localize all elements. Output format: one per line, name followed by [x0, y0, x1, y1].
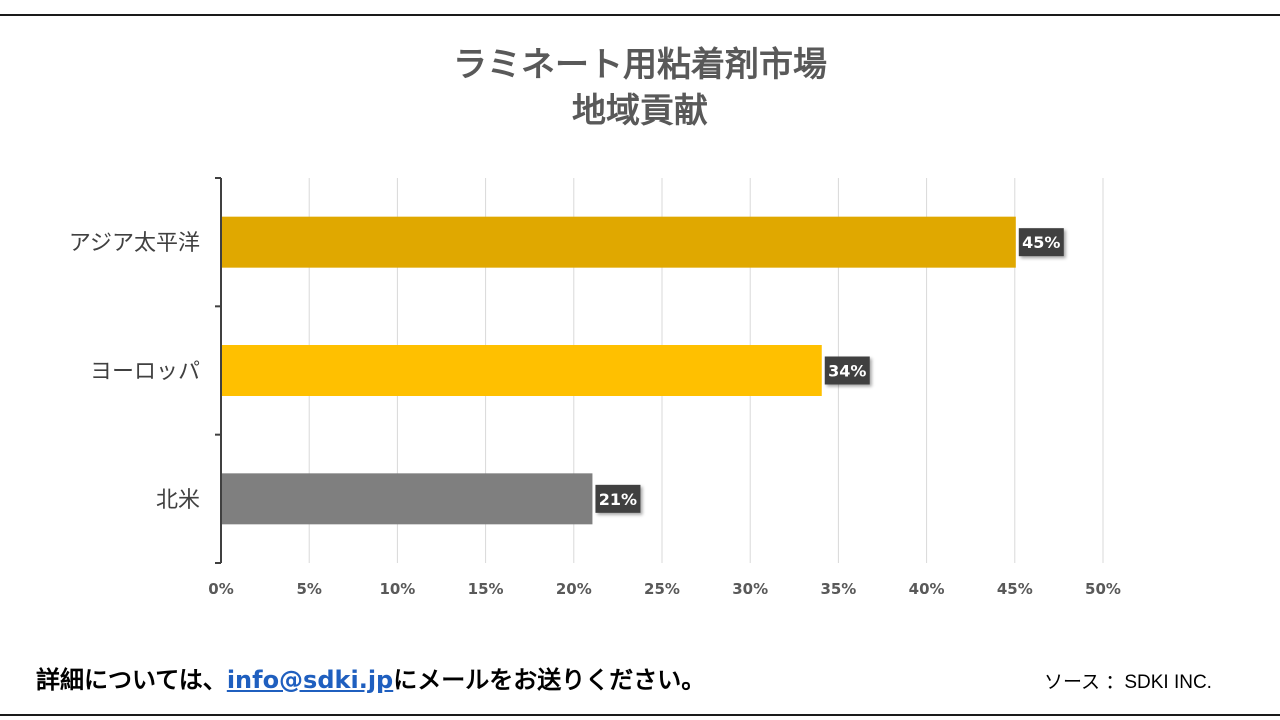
- data-label: 21%: [599, 490, 637, 509]
- chart-title-line1: ラミネート用粘着剤市場: [453, 45, 827, 85]
- x-tick-label: 25%: [644, 580, 680, 598]
- x-tick-label: 0%: [208, 580, 233, 598]
- bottom-rule: [0, 714, 1280, 716]
- x-tick-label: 15%: [468, 580, 504, 598]
- x-tick-label: 40%: [909, 580, 945, 598]
- x-tick-label: 45%: [997, 580, 1033, 598]
- data-label-box: [824, 356, 870, 385]
- x-tick-label: 20%: [556, 580, 592, 598]
- x-tick-label: 5%: [296, 580, 321, 598]
- x-tick-label: 50%: [1085, 580, 1121, 598]
- x-tick-label: 35%: [820, 580, 856, 598]
- chart-title: ラミネート用粘着剤市場 地域貢献: [0, 42, 1280, 134]
- contact-text-before: 詳細については、: [36, 666, 227, 694]
- contact-text-after: にメールをお送りください。: [393, 666, 706, 694]
- x-tick-label: 30%: [732, 580, 768, 598]
- data-label-box: [595, 484, 641, 513]
- data-label: 45%: [1022, 233, 1060, 252]
- top-rule: [0, 14, 1280, 16]
- category-label: ヨーロッパ: [90, 360, 200, 385]
- chart-title-line2: 地域貢献: [572, 91, 708, 131]
- bar: [222, 345, 822, 396]
- bar: [222, 216, 1016, 268]
- email-link[interactable]: info@sdki.jp: [226, 666, 394, 694]
- category-label: アジア太平洋: [69, 231, 200, 256]
- x-tick-label: 10%: [379, 580, 415, 598]
- contact-note: 詳細については、info@sdki.jpにメールをお送りください。: [36, 660, 705, 695]
- bar: [222, 473, 593, 525]
- category-label: 北米: [156, 488, 200, 513]
- source-note: ソース ：SDKI INC.: [1044, 672, 1212, 693]
- data-label: 34%: [828, 362, 866, 381]
- data-label-box: [1018, 228, 1064, 257]
